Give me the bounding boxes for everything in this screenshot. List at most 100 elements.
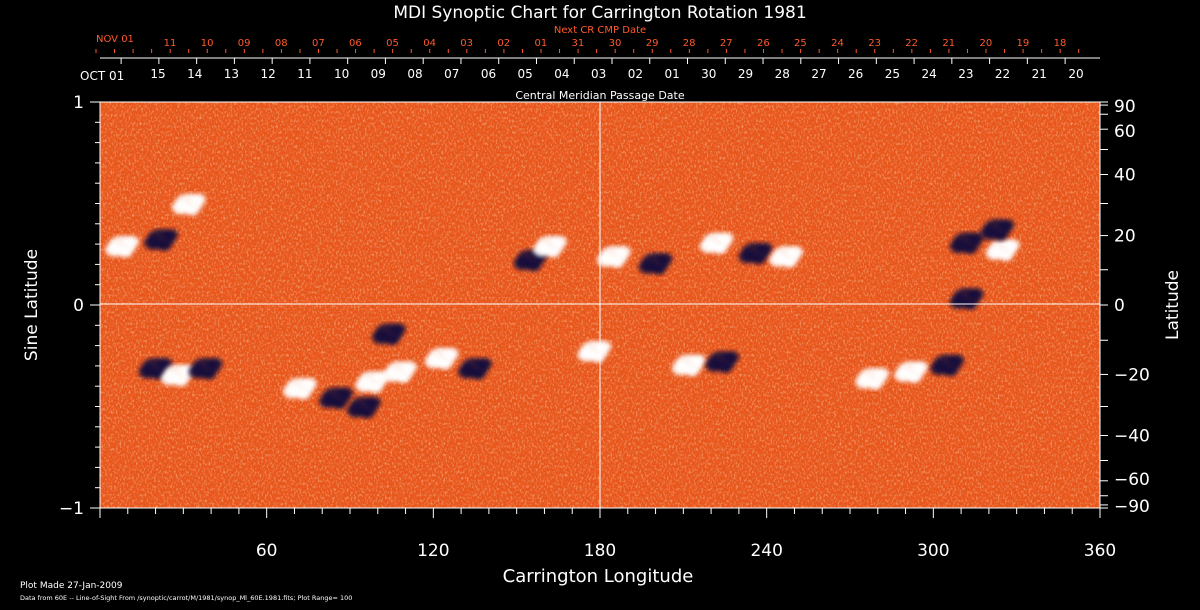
cmp-date-label: 21 xyxy=(1032,67,1047,81)
y-tick-left-label: −1 xyxy=(59,499,84,519)
next-cr-date-label: 27 xyxy=(720,38,733,49)
region-blob xyxy=(651,264,666,275)
next-cr-date-label: 25 xyxy=(794,38,807,49)
region-blob xyxy=(590,352,605,363)
y-tick-right-label: −40 xyxy=(1114,426,1150,446)
region-blob xyxy=(364,396,381,409)
next-cr-date-label: 22 xyxy=(905,38,918,49)
region-blob xyxy=(962,299,977,310)
region-blob xyxy=(123,235,140,248)
next-cr-date-label: 06 xyxy=(349,38,362,49)
chart-title: MDI Synoptic Chart for Carrington Rotati… xyxy=(393,3,806,23)
next-cr-date-label: 30 xyxy=(609,38,622,49)
active-region-negative xyxy=(346,396,381,419)
axes: 60 120 180 240 300 36010−1906040200−20−40−60−… xyxy=(59,38,1150,561)
x-tick-label: 300 xyxy=(917,541,949,561)
region-blob xyxy=(998,251,1013,262)
region-blob xyxy=(787,245,804,258)
x-tick-label: 60 xyxy=(256,541,278,561)
region-blob xyxy=(656,252,673,265)
top-axis-label: Central Meridian Passage Date xyxy=(515,89,684,102)
next-cr-axis-label: Next CR CMP Date xyxy=(554,25,646,36)
active-region-positive xyxy=(894,361,929,384)
active-region-positive xyxy=(383,361,417,384)
region-blob xyxy=(157,240,172,251)
region-blob xyxy=(595,340,612,353)
cmp-date-label: 07 xyxy=(444,67,459,81)
cmp-date-label: 29 xyxy=(738,67,753,81)
next-cr-date-label: 20 xyxy=(979,38,992,49)
region-blob xyxy=(782,257,797,268)
region-blob xyxy=(162,228,179,241)
y-tick-right-label: −20 xyxy=(1114,365,1150,385)
next-cr-date-label: 10 xyxy=(201,38,214,49)
cmp-date-label: 06 xyxy=(481,67,496,81)
next-cr-date-label: 08 xyxy=(275,38,288,49)
active-regions xyxy=(105,193,1020,419)
active-region-negative xyxy=(371,323,406,346)
next-cr-date-label: 26 xyxy=(757,38,770,49)
next-cr-date-label: 03 xyxy=(460,38,473,49)
x-tick-label: 360 xyxy=(1084,541,1116,561)
active-region-negative xyxy=(705,350,740,373)
active-region-negative xyxy=(458,357,492,380)
cmp-date-label: 23 xyxy=(958,67,973,81)
y-axis-right-label: Latitude xyxy=(1163,270,1183,340)
cmp-date-label: 28 xyxy=(775,67,790,81)
active-region-positive xyxy=(283,377,317,400)
region-blob xyxy=(551,235,567,248)
region-blob xyxy=(442,347,459,360)
active-region-positive xyxy=(424,347,459,370)
next-cr-date-label: 28 xyxy=(683,38,696,49)
y-tick-left-label: 0 xyxy=(73,296,84,316)
region-blob xyxy=(206,357,223,370)
active-region-negative xyxy=(638,252,673,275)
active-region-positive xyxy=(577,340,612,363)
cmp-date-label: 09 xyxy=(371,67,386,81)
next-cr-date-label: 11 xyxy=(164,38,177,49)
region-blob xyxy=(912,361,929,374)
x-tick-label: 240 xyxy=(750,541,782,561)
region-blob xyxy=(993,230,1008,241)
cmp-date-label: 03 xyxy=(591,67,606,81)
active-region-positive xyxy=(855,367,890,390)
region-blob xyxy=(712,244,727,255)
next-cr-date-label: 02 xyxy=(497,38,510,49)
region-blob xyxy=(943,366,958,377)
cmp-start-label: OCT 01 xyxy=(80,69,124,83)
region-blob xyxy=(156,357,173,370)
next-cr-date-label: 24 xyxy=(831,38,844,49)
active-region-negative xyxy=(980,218,1015,241)
cmp-date-label: 01 xyxy=(664,67,679,81)
next-cr-date-label: 31 xyxy=(572,38,585,49)
active-region-negative xyxy=(949,232,984,255)
active-region-negative xyxy=(949,287,984,310)
region-blob xyxy=(998,218,1015,231)
next-cr-start-label: NOV 01 xyxy=(96,34,134,45)
region-blob xyxy=(296,389,310,400)
region-blob xyxy=(609,257,624,268)
y-tick-right-label: 0 xyxy=(1114,296,1125,316)
region-blob xyxy=(614,245,631,258)
next-cr-date-label: 21 xyxy=(942,38,955,49)
region-blob xyxy=(967,287,984,300)
cmp-date-label: 22 xyxy=(995,67,1010,81)
active-region-positive xyxy=(105,235,140,258)
active-region-positive xyxy=(769,245,804,268)
region-blob xyxy=(1003,239,1020,252)
cmp-date-label: 10 xyxy=(334,67,349,81)
cmp-date-label: 26 xyxy=(848,67,863,81)
active-region-negative xyxy=(138,357,173,380)
active-region-positive xyxy=(671,354,706,377)
active-region-negative xyxy=(738,242,773,265)
region-blob xyxy=(751,254,766,265)
active-region-positive xyxy=(171,193,206,216)
next-cr-date-label: 19 xyxy=(1017,38,1030,49)
cmp-date-label: 25 xyxy=(885,67,900,81)
x-axis-label: Carrington Longitude xyxy=(503,566,694,587)
active-region-positive xyxy=(533,235,567,258)
active-region-negative xyxy=(319,387,354,410)
cmp-date-label: 11 xyxy=(297,67,312,81)
next-cr-date-label: 01 xyxy=(534,38,547,49)
